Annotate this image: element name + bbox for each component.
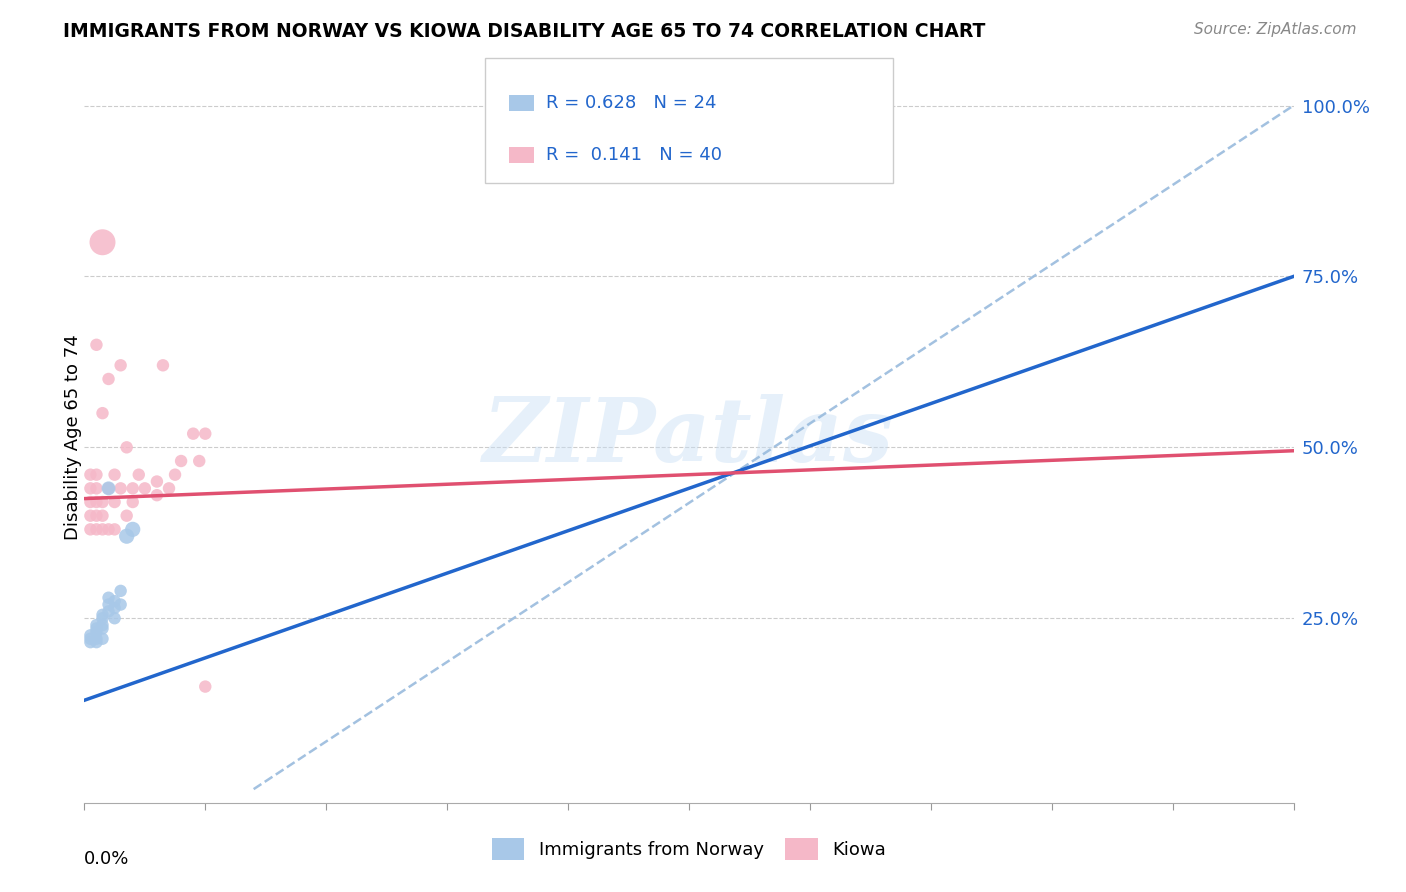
Point: [79, 628, 101, 642]
Point: [146, 488, 169, 502]
Text: Source: ZipAtlas.com: Source: ZipAtlas.com: [1194, 22, 1357, 37]
Point: [104, 522, 127, 536]
Text: R = 0.628   N = 24: R = 0.628 N = 24: [546, 94, 716, 112]
Point: [91, 611, 114, 625]
Point: [86, 338, 108, 352]
Point: [79, 495, 101, 509]
Text: IMMIGRANTS FROM NORWAY VS KIOWA DISABILITY AGE 65 TO 74 CORRELATION CHART: IMMIGRANTS FROM NORWAY VS KIOWA DISABILI…: [63, 22, 986, 41]
Point: [91, 406, 114, 420]
Point: [79, 508, 101, 523]
Point: [110, 481, 132, 495]
Point: [86, 618, 108, 632]
Point: [104, 611, 127, 625]
Point: [194, 680, 217, 694]
Point: [97, 604, 120, 618]
Point: [104, 594, 127, 608]
Point: [86, 481, 108, 495]
Point: [110, 359, 132, 373]
Point: [91, 508, 114, 523]
Point: [104, 467, 127, 482]
Point: [115, 508, 138, 523]
Y-axis label: Disability Age 65 to 74: Disability Age 65 to 74: [65, 334, 82, 540]
Point: [104, 601, 127, 615]
Point: [79, 635, 101, 649]
Point: [91, 522, 114, 536]
Point: [97, 522, 120, 536]
Point: [104, 495, 127, 509]
Point: [194, 426, 217, 441]
Point: [110, 598, 132, 612]
Point: [152, 359, 174, 373]
Point: [97, 481, 120, 495]
Point: [91, 235, 114, 250]
Point: [79, 632, 101, 646]
Point: [121, 522, 143, 536]
Point: [170, 454, 193, 468]
Point: [97, 481, 120, 495]
Point: [181, 426, 204, 441]
Point: [86, 522, 108, 536]
Point: [97, 591, 120, 605]
Point: [86, 632, 108, 646]
Point: [121, 495, 143, 509]
Point: [115, 529, 138, 543]
Point: [146, 475, 169, 489]
Point: [86, 622, 108, 636]
Point: [115, 440, 138, 454]
Point: [134, 481, 156, 495]
Point: [91, 495, 114, 509]
Point: [91, 607, 114, 622]
Text: 0.0%: 0.0%: [84, 850, 129, 868]
Point: [110, 583, 132, 598]
Point: [91, 632, 114, 646]
Point: [86, 635, 108, 649]
Point: [86, 495, 108, 509]
Point: [121, 481, 143, 495]
Point: [188, 454, 211, 468]
Point: [157, 481, 180, 495]
Point: [79, 481, 101, 495]
Legend: Immigrants from Norway, Kiowa: Immigrants from Norway, Kiowa: [492, 838, 886, 860]
Point: [128, 467, 150, 482]
Point: [91, 622, 114, 636]
Text: R =  0.141   N = 40: R = 0.141 N = 40: [546, 146, 721, 164]
Text: ZIPatlas: ZIPatlas: [484, 394, 894, 480]
Point: [97, 372, 120, 386]
Point: [79, 522, 101, 536]
Point: [97, 598, 120, 612]
Point: [79, 467, 101, 482]
Point: [86, 508, 108, 523]
Point: [91, 618, 114, 632]
Point: [86, 624, 108, 639]
Point: [86, 467, 108, 482]
Point: [165, 467, 187, 482]
